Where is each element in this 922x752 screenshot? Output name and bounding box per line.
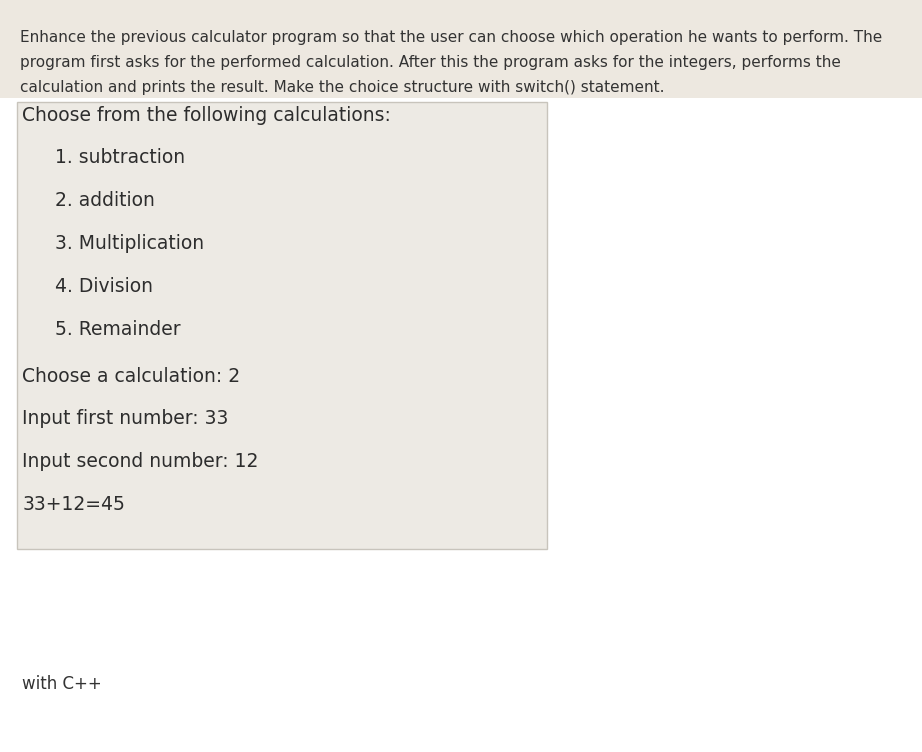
Text: Choose from the following calculations:: Choose from the following calculations: xyxy=(22,105,391,125)
FancyBboxPatch shape xyxy=(0,0,922,98)
Text: Choose a calculation: 2: Choose a calculation: 2 xyxy=(22,366,241,386)
Text: 4. Division: 4. Division xyxy=(55,277,153,296)
Text: 3. Multiplication: 3. Multiplication xyxy=(55,234,205,253)
Text: 1. subtraction: 1. subtraction xyxy=(55,148,185,168)
Text: Input second number: 12: Input second number: 12 xyxy=(22,452,258,472)
Text: 2. addition: 2. addition xyxy=(55,191,155,211)
Text: calculation and prints the result. Make the choice structure with switch() state: calculation and prints the result. Make … xyxy=(20,80,665,95)
Text: 5. Remainder: 5. Remainder xyxy=(55,320,181,339)
Text: 33+12=45: 33+12=45 xyxy=(22,495,125,514)
Text: Enhance the previous calculator program so that the user can choose which operat: Enhance the previous calculator program … xyxy=(20,30,882,45)
Text: with C++: with C++ xyxy=(22,675,101,693)
Text: Input first number: 33: Input first number: 33 xyxy=(22,409,229,429)
FancyBboxPatch shape xyxy=(17,102,547,549)
Text: program first asks for the performed calculation. After this the program asks fo: program first asks for the performed cal… xyxy=(20,55,841,70)
